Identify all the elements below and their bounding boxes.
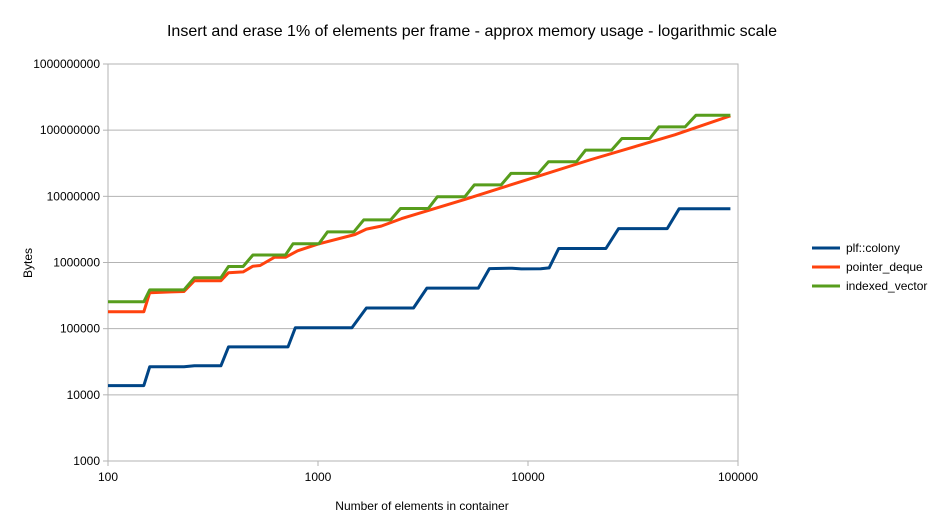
x-axis-label: Number of elements in container bbox=[335, 499, 508, 513]
y-tick-label: 100000000 bbox=[40, 123, 100, 137]
x-tick-label: 100000 bbox=[718, 470, 758, 484]
y-tick-label: 100000 bbox=[60, 322, 100, 336]
x-axis-ticks: 100 1000 10000 100000 bbox=[98, 461, 758, 484]
legend-label-indexed-vector: indexed_vector bbox=[846, 279, 927, 293]
grid-lines bbox=[108, 63, 738, 462]
y-tick-label: 1000000 bbox=[53, 256, 100, 270]
y-axis-ticks: 1000 10000 100000 1000000 10000000 100000000 1… bbox=[33, 57, 108, 468]
series-line-pointer-deque bbox=[108, 114, 731, 314]
y-tick-label: 1000000000 bbox=[33, 57, 100, 71]
x-tick-label: 100 bbox=[98, 470, 118, 484]
x-tick-label: 1000 bbox=[305, 470, 332, 484]
series-lines bbox=[108, 113, 731, 388]
legend-label-pointer-deque: pointer_deque bbox=[846, 260, 923, 274]
y-tick-label: 10000 bbox=[67, 388, 101, 402]
series-line-plf-colony bbox=[108, 207, 731, 388]
y-axis-label: Bytes bbox=[21, 248, 35, 278]
chart-title: Insert and erase 1% of elements per fram… bbox=[167, 23, 777, 40]
y-tick-label: 1000 bbox=[73, 454, 100, 468]
legend-label-plf-colony: plf::colony bbox=[846, 241, 900, 255]
y-tick-label: 10000000 bbox=[47, 189, 101, 203]
series-line-indexed-vector bbox=[108, 113, 731, 304]
x-tick-label: 10000 bbox=[511, 470, 545, 484]
